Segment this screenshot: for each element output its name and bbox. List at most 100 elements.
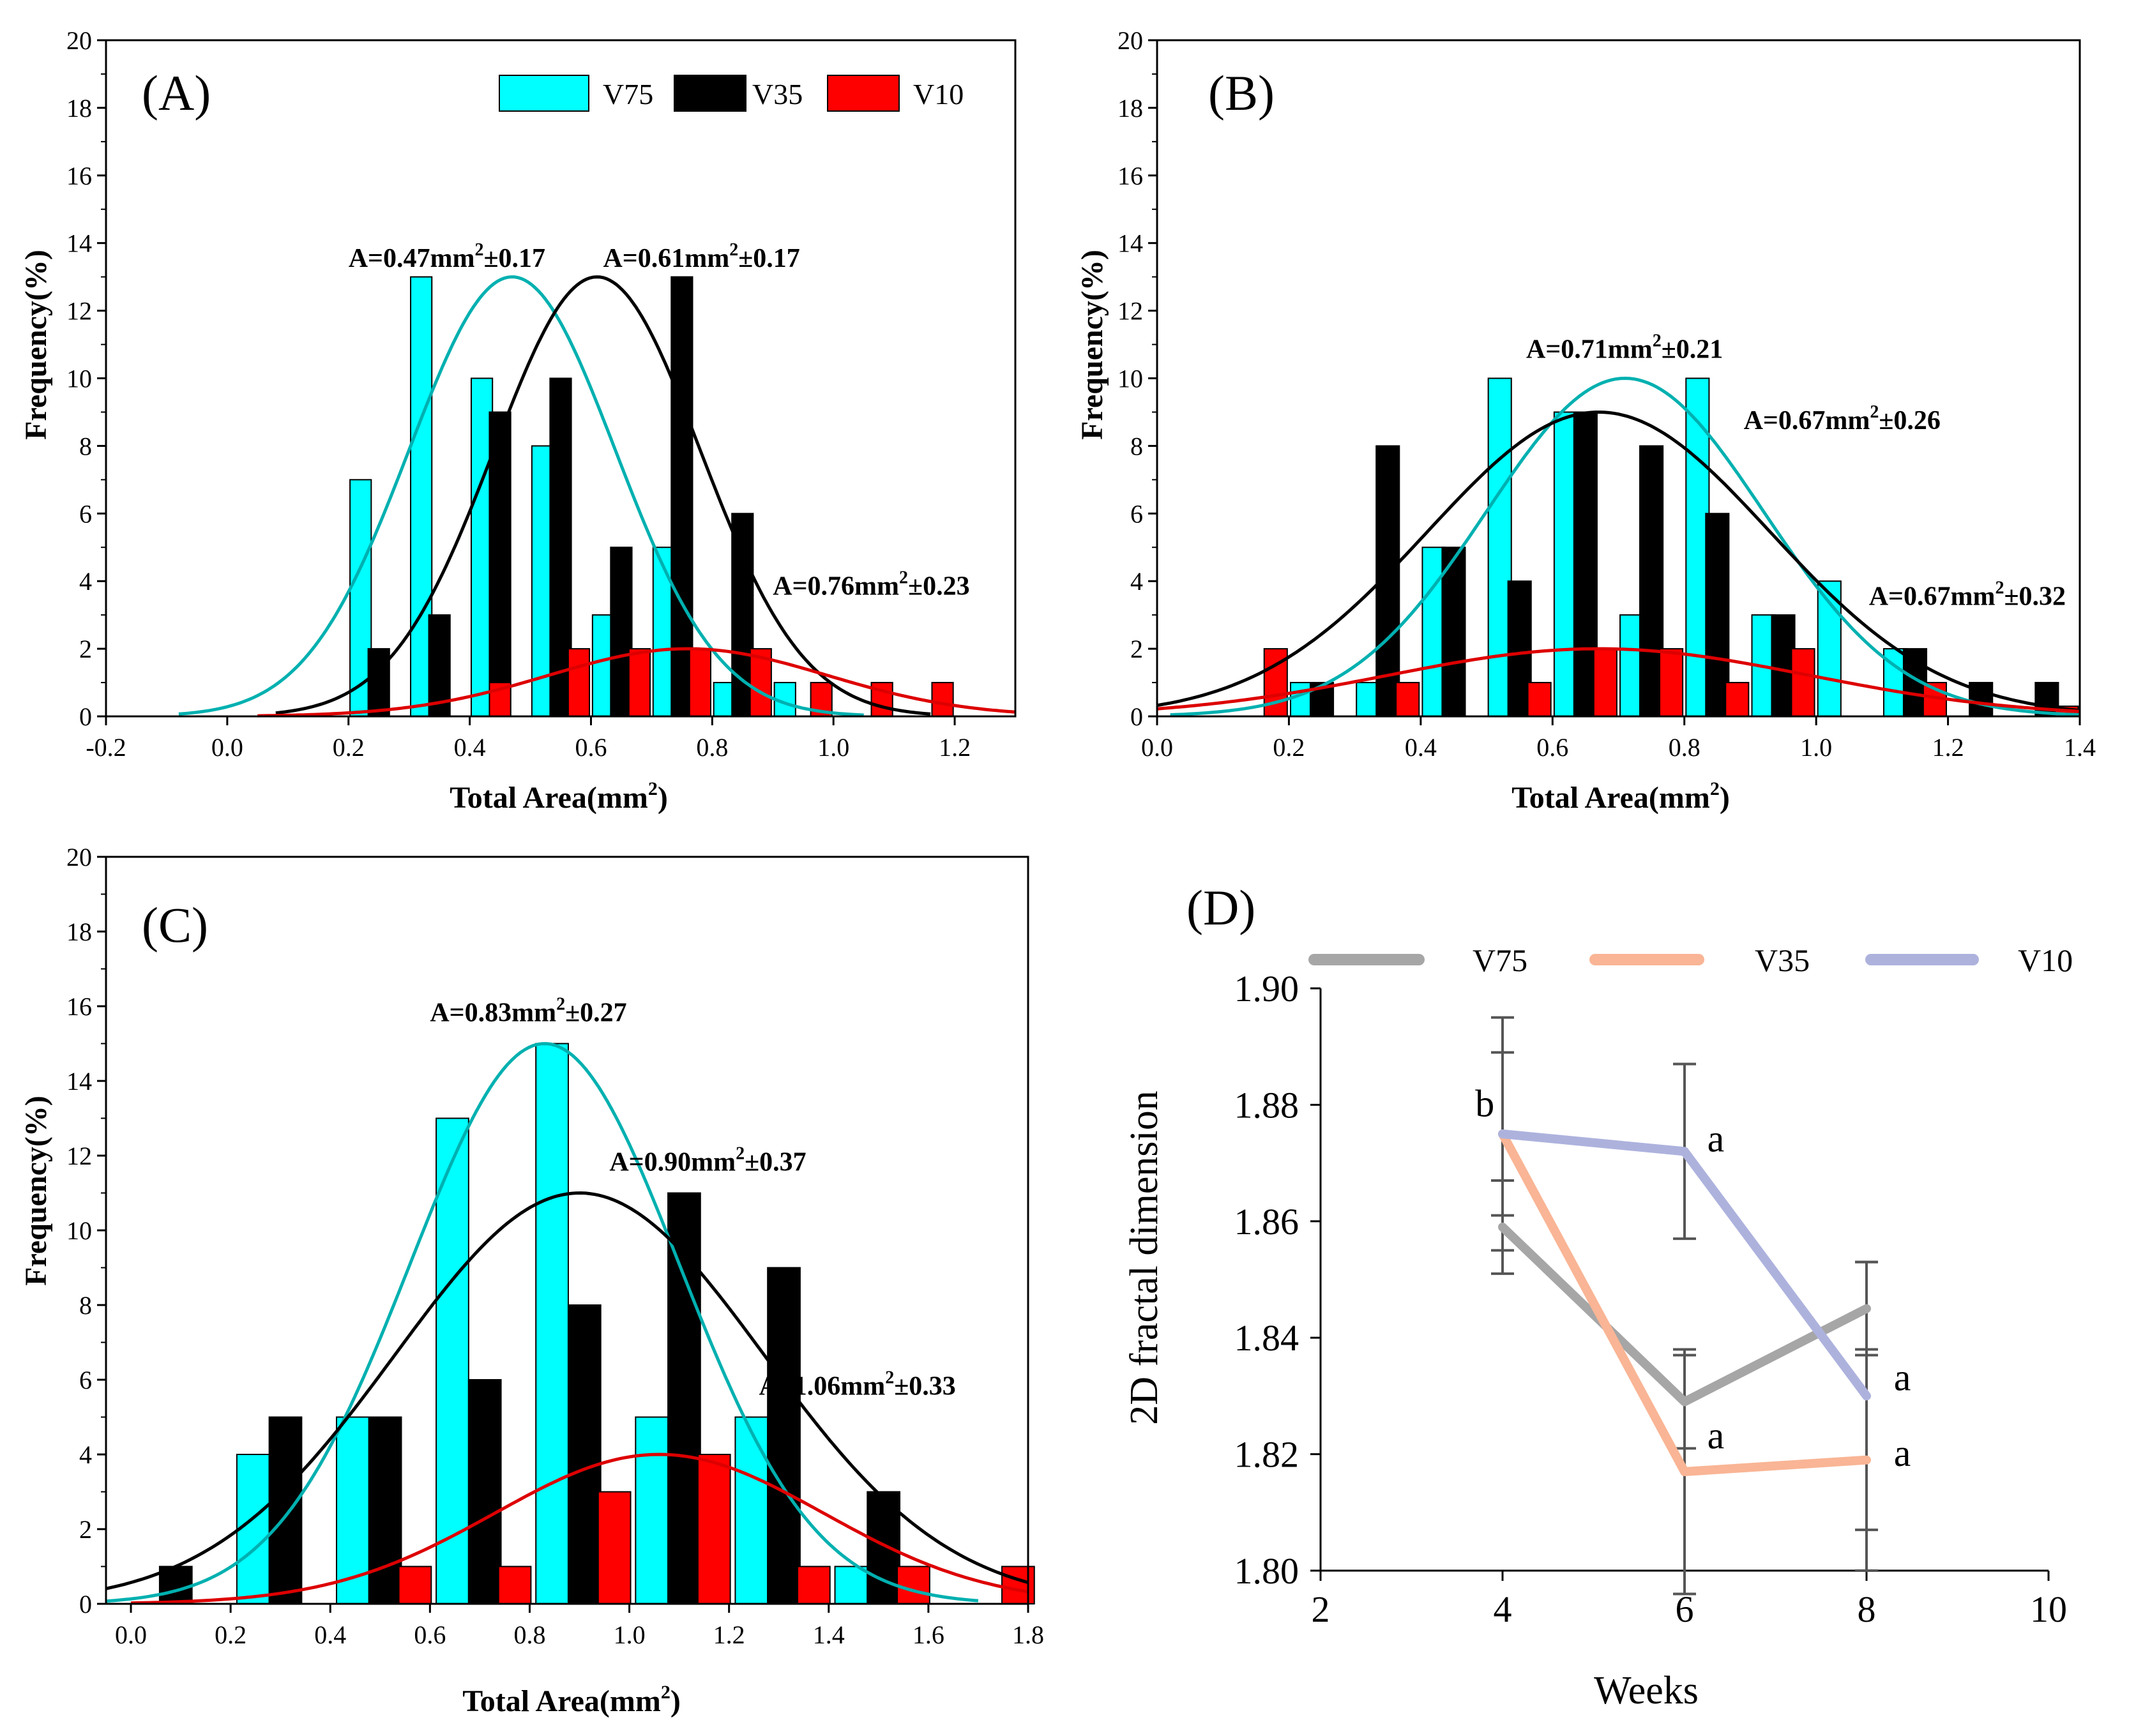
panel-a-ytick-label: 0 — [79, 702, 92, 731]
panel-c-bar-v35 — [667, 1192, 701, 1604]
panel-b-bar-v10 — [1725, 682, 1750, 718]
panel-b-label: (B) — [1208, 65, 1275, 121]
panel-c-xtick-label: 1.6 — [913, 1620, 944, 1649]
panel-a-bar-v10 — [628, 648, 651, 717]
legend-v35-swatch — [674, 75, 746, 112]
panel-c-bar-v10 — [697, 1454, 731, 1604]
panel-a-fit-v10 — [257, 647, 1016, 718]
panel-a-ytick-label: 18 — [66, 94, 92, 123]
panel-c-ytick-label: 0 — [79, 1590, 92, 1619]
panel-c-label: (C) — [142, 897, 208, 953]
panel-c-xtick-label: 1.2 — [713, 1620, 745, 1649]
panel-d-label: (D) — [1186, 880, 1255, 935]
panel-a-annotation-sup: 2 — [729, 240, 738, 260]
panel-c-annotation: A=0.83mm2±0.27 — [430, 994, 626, 1027]
panel-c-xtick-label: 1.8 — [1012, 1620, 1044, 1649]
panel-c-annotation-sd: ±0.37 — [745, 1147, 807, 1177]
panel-b-annotation-sd: ±0.26 — [1879, 406, 1941, 435]
panel-a-label: (A) — [142, 65, 211, 121]
panel-b-ytick-label: 16 — [1117, 162, 1143, 190]
panel-a-annotation-sup: 2 — [474, 240, 483, 260]
panel-c-xlabel: Total Area(mm2) — [462, 1682, 681, 1718]
panel-c-ytick-label: 16 — [66, 992, 92, 1021]
legend-d-v10-label: V10 — [2018, 942, 2073, 978]
panel-b-xtick-label: 0.0 — [1141, 733, 1173, 762]
panel-b-fit-v35 — [1156, 411, 2080, 713]
panel-c-bar-v35 — [467, 1379, 502, 1604]
panel-b-ylabel: Frequency(%) — [1075, 250, 1109, 440]
panel-d-ytick-label: 1.86 — [1234, 1201, 1299, 1242]
panel-b-annotation-sup: 2 — [1995, 578, 2004, 598]
panel-c-bar-v75 — [635, 1416, 669, 1604]
panel-b-xtick-label: 0.2 — [1273, 733, 1305, 762]
panel-b-annotation-sup: 2 — [1870, 402, 1879, 422]
panel-c-ytick-label: 14 — [66, 1067, 92, 1096]
panel-c-annotation-main: A=0.83mm — [430, 998, 556, 1027]
panel-a-annotation: A=0.47mm2±0.17 — [349, 240, 545, 273]
legend-v75-swatch — [499, 75, 589, 112]
panel-d-xlabel: Weeks — [1594, 1669, 1699, 1712]
panel-a-ytick-label: 20 — [66, 26, 92, 55]
panel-a-ytick-label: 14 — [66, 229, 92, 258]
panel-c-bar-v10 — [797, 1566, 831, 1604]
panel-b-xlabel-main: Total Area(mm — [1511, 781, 1710, 815]
panel-a-ytick-label: 6 — [79, 499, 92, 528]
panel-b-xtick-label: 1.0 — [1800, 733, 1832, 762]
panel-b-annotation-main: A=0.71mm — [1526, 335, 1653, 365]
panel-a: -0.2 0.0 0.2 0.4 0.6 0.8 1.0 1.2 0 2 4 6 8 10 12 14 16 18… — [19, 26, 1017, 815]
legend-d-v35-label: V35 — [1755, 942, 1810, 978]
panel-b-ytick-label: 20 — [1117, 26, 1143, 55]
panel-c-bar-v10 — [897, 1566, 930, 1604]
panel-a-ytick-label: 2 — [79, 635, 92, 663]
panel-c-fit-v10 — [130, 1453, 1029, 1605]
panel-c-fit-v75 — [105, 1042, 979, 1603]
panel-b-annotation: A=0.67mm2±0.32 — [1869, 578, 2066, 611]
panel-a-ytick-label: 16 — [66, 162, 92, 190]
panel-b-xtick-label: 1.4 — [2064, 733, 2096, 762]
panel-b-ytick-label: 6 — [1130, 499, 1143, 528]
panel-a-bar-v10 — [567, 648, 591, 717]
panel-a-annotation-sd: ±0.17 — [738, 244, 800, 273]
panel-b: 0.0 0.2 0.4 0.6 0.8 1.0 1.2 1.4 0 2 4 6 8 10 12 14 16 18 2… — [1075, 26, 2096, 815]
panel-a-xtick-label: 0.4 — [454, 733, 486, 762]
panel-b-annotation: A=0.71mm2±0.21 — [1526, 331, 1723, 365]
panel-a-ytick-label: 12 — [66, 297, 92, 326]
panel-c-ytick-label: 10 — [66, 1216, 92, 1245]
panel-b-bar-v10 — [1527, 682, 1552, 718]
panel-c-annotation-sup: 2 — [556, 994, 565, 1014]
panel-b-ytick-label: 18 — [1117, 94, 1143, 123]
panel-c-bar-v75 — [336, 1416, 370, 1604]
panel-b-bar-v10 — [1593, 648, 1617, 717]
panel-b-xtick-label: 0.8 — [1669, 733, 1700, 762]
panel-b-bar-v35 — [1573, 411, 1598, 717]
panel-a-xtick-label: 0.2 — [333, 733, 365, 762]
panel-c-bar-v35 — [567, 1304, 602, 1604]
panel-a-xtick-label: 1.0 — [817, 733, 849, 762]
panel-a-xlabel-end: ) — [658, 781, 668, 815]
panel-b-ytick-label: 14 — [1117, 229, 1143, 258]
panel-c-ytick-label: 18 — [66, 917, 92, 946]
panel-a-annotation: A=0.61mm2±0.17 — [603, 240, 799, 273]
legend-v10-swatch — [827, 75, 900, 112]
panel-b-bar-v10 — [1395, 682, 1420, 718]
panel-c-fit-v35 — [105, 1191, 1029, 1590]
panel-c-xtick-label: 0.0 — [115, 1620, 147, 1649]
panel-b-fit-v10 — [1156, 647, 2080, 713]
panel-a-xlabel-main: Total Area(mm — [450, 781, 648, 815]
panel-c-ylabel: Frequency(%) — [19, 1096, 53, 1286]
panel-c-ytick-label: 20 — [66, 843, 92, 872]
panel-b-xtick-label: 0.4 — [1405, 733, 1437, 762]
panel-c-annotation: A=1.06mm2±0.33 — [759, 1368, 956, 1401]
panel-c-annotation-sd: ±0.33 — [894, 1371, 956, 1401]
panel-c-ytick-label: 12 — [66, 1142, 92, 1170]
panel-b-ytick-label: 12 — [1117, 297, 1143, 326]
panel-b-bar-v35 — [1441, 547, 1466, 717]
panel-a-bar-v10 — [688, 648, 711, 717]
panel-a-xtick-label: 0.6 — [575, 733, 607, 762]
panel-b-annotation-sd: ±0.32 — [2004, 582, 2066, 611]
panel-d-xtick-label: 4 — [1494, 1589, 1512, 1630]
panel-a-ytick-label: 10 — [66, 365, 92, 393]
panel-a-xtick-label: -0.2 — [86, 733, 126, 762]
panel-c-xlabel-end: ) — [670, 1684, 681, 1718]
